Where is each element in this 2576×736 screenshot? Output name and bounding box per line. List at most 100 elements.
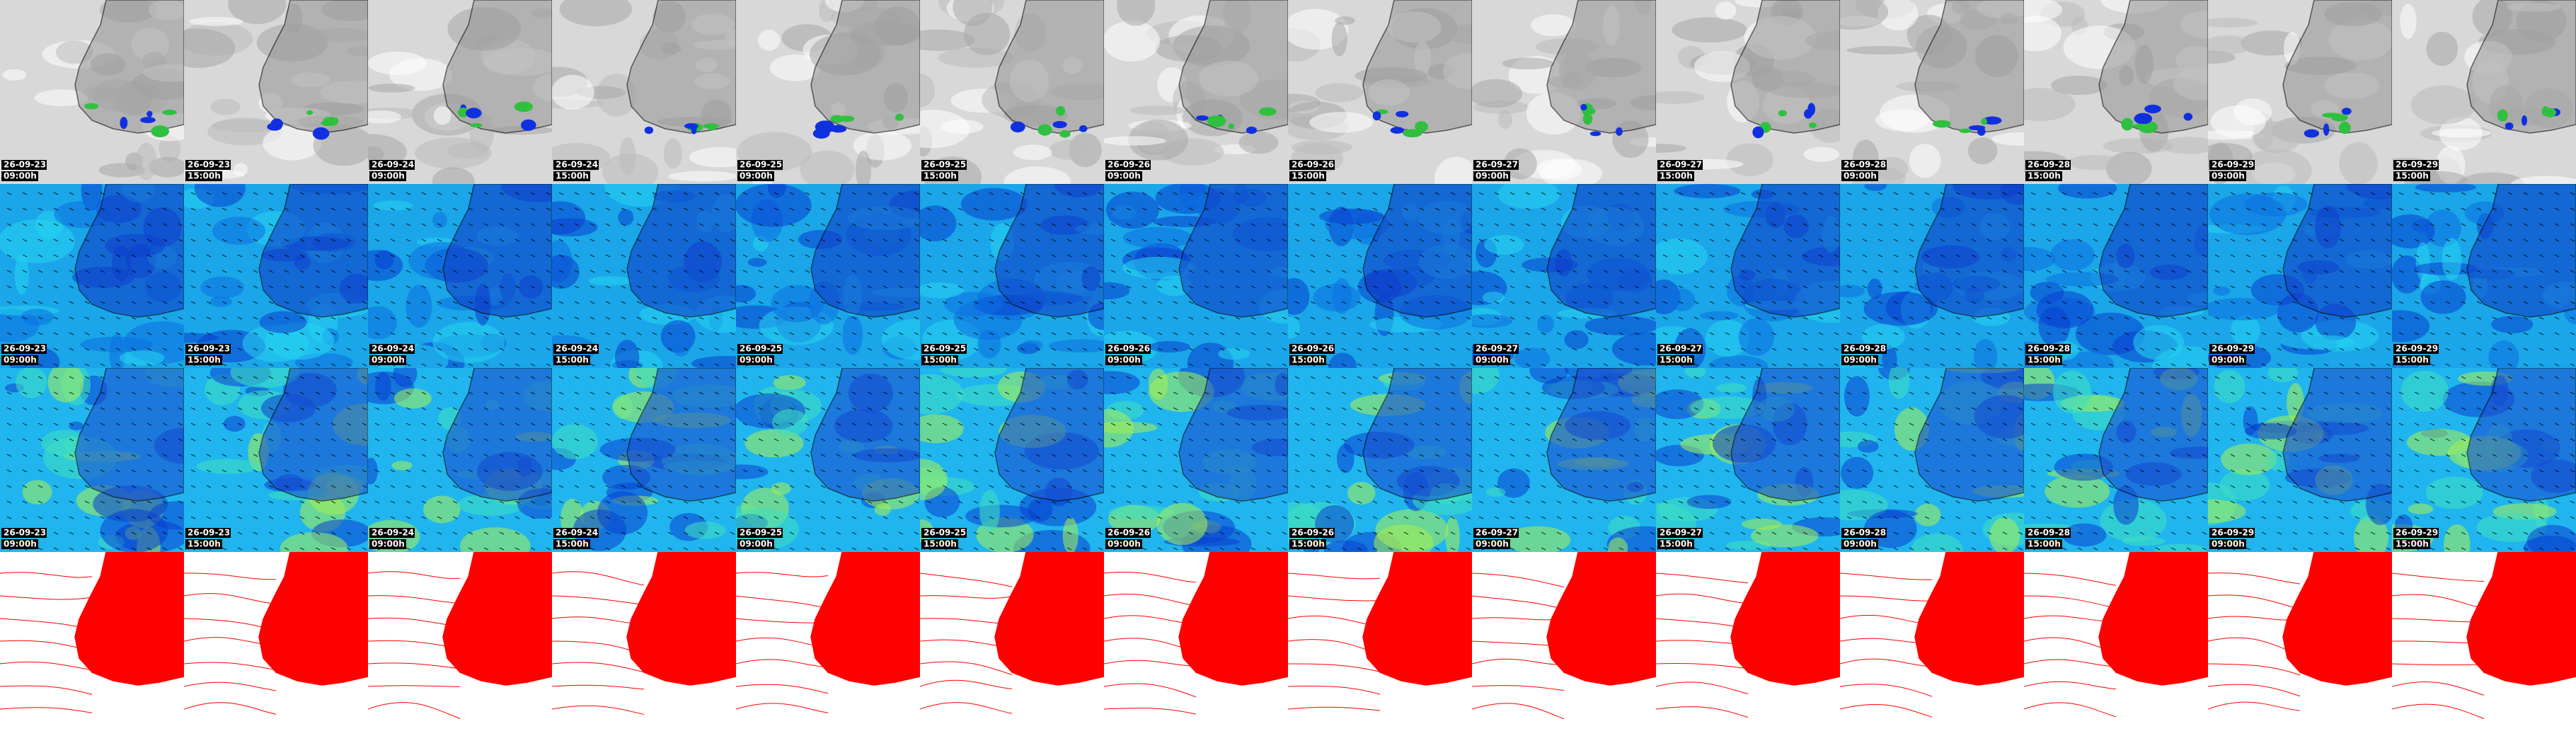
tile-content (1472, 368, 1656, 552)
wind-arrow (1173, 254, 1178, 258)
wind-arrow (131, 500, 137, 504)
time-label: 15:00h (1292, 355, 1325, 365)
wind-arrow (942, 223, 948, 226)
wind-arrow (206, 454, 212, 457)
land (258, 368, 368, 502)
wind-arrow (2155, 254, 2161, 258)
field-blob (433, 106, 452, 125)
wind-arrow (1740, 207, 1746, 211)
time-label-bg (737, 355, 774, 365)
land (1546, 552, 1656, 686)
wind-arrow (590, 500, 595, 504)
wind-arrow (882, 454, 888, 457)
wind-arrow (1556, 207, 1562, 211)
wind-arrow (222, 391, 227, 395)
wind-arrow (374, 500, 380, 504)
wind-arrow (1020, 500, 1025, 504)
wind-arrow (989, 547, 994, 551)
wind-arrow (867, 285, 873, 289)
wind-arrow (1157, 270, 1163, 273)
wind-arrow (1618, 285, 1624, 289)
isobar (184, 702, 277, 715)
wind-arrow (2370, 192, 2376, 195)
wind-arrow (2214, 192, 2220, 195)
wind-arrow (146, 363, 152, 367)
field-blob (552, 255, 580, 289)
wind-arrow (1525, 347, 1531, 351)
wind-arrow (1893, 485, 1899, 488)
wind-arrow (1955, 547, 1961, 551)
wind-arrow (1846, 422, 1852, 426)
wind-arrow (1173, 547, 1178, 551)
wind-arrow (1403, 316, 1409, 320)
field-blob (1048, 339, 1104, 353)
wind-arrow (22, 223, 28, 226)
rain-cell (691, 123, 697, 134)
wind-arrow (1035, 547, 1041, 551)
wind-arrow (1510, 516, 1515, 519)
wind-arrow (973, 500, 979, 504)
wind-arrow (2046, 485, 2052, 488)
wind-arrow (1802, 363, 1808, 367)
wind-arrow (1587, 547, 1593, 551)
wind-arrow (1142, 485, 1147, 488)
field-blob (1857, 439, 1879, 453)
wind-arrow (2170, 207, 2176, 211)
wind-arrow (2077, 207, 2083, 211)
date-label-bg (737, 160, 783, 170)
wind-arrow (253, 422, 258, 426)
land (626, 184, 736, 318)
wind-arrow (1341, 422, 1347, 426)
wind-arrow (1525, 454, 1531, 457)
wind-arrow (237, 363, 243, 367)
field-blob (1715, 383, 1747, 393)
wind-arrow (652, 207, 657, 211)
wind-arrow (605, 391, 611, 395)
field-blob (2240, 149, 2312, 184)
time-label: 09:00h (4, 355, 37, 365)
field-blob (1878, 0, 1919, 30)
wind-arrow (1004, 438, 1010, 442)
wind-arrow (1771, 516, 1777, 519)
wind-arrow (1878, 500, 1883, 504)
field-blob (1991, 132, 2024, 146)
wind-arrow (1051, 516, 1057, 519)
wind-arrow (758, 500, 764, 504)
wind-arrow (268, 469, 274, 473)
wind-arrow (1434, 391, 1440, 395)
wind-arrow (989, 347, 994, 351)
wind-arrow (1235, 207, 1241, 211)
wind-arrow (1357, 531, 1362, 535)
wind-arrow (546, 407, 551, 410)
wind-arrow (452, 347, 458, 351)
wind-arrow (789, 270, 795, 273)
wind-arrow (2186, 223, 2192, 226)
wind-arrow (1587, 407, 1593, 410)
wind-arrow (1771, 347, 1777, 351)
wind-arrow (820, 285, 826, 289)
wind-arrow (1662, 223, 1668, 226)
wind-arrow (2046, 316, 2052, 320)
time-label: 09:00h (740, 171, 773, 181)
wind-arrow (406, 376, 411, 379)
wind-arrow (362, 547, 367, 551)
wind-arrow (683, 270, 689, 273)
wind-arrow (406, 207, 411, 211)
wind-arrow (1924, 238, 1930, 242)
wind-arrow (1787, 422, 1793, 426)
wind-arrow (115, 454, 121, 457)
field-blob (406, 284, 432, 328)
wind-arrow (1572, 192, 1577, 195)
wind-arrow (1634, 270, 1640, 273)
wind-arrow (1694, 254, 1699, 258)
wind-arrow (452, 438, 458, 442)
wind-arrow (2124, 376, 2129, 379)
wind-arrow (636, 270, 642, 273)
wind-arrow (558, 376, 564, 379)
field-blob (2050, 239, 2095, 271)
wind-arrow (69, 516, 74, 519)
time-label: 09:00h (1476, 171, 1509, 181)
wind-arrow (636, 485, 642, 488)
wind-arrow (2124, 469, 2129, 473)
rain-cell (514, 101, 534, 113)
